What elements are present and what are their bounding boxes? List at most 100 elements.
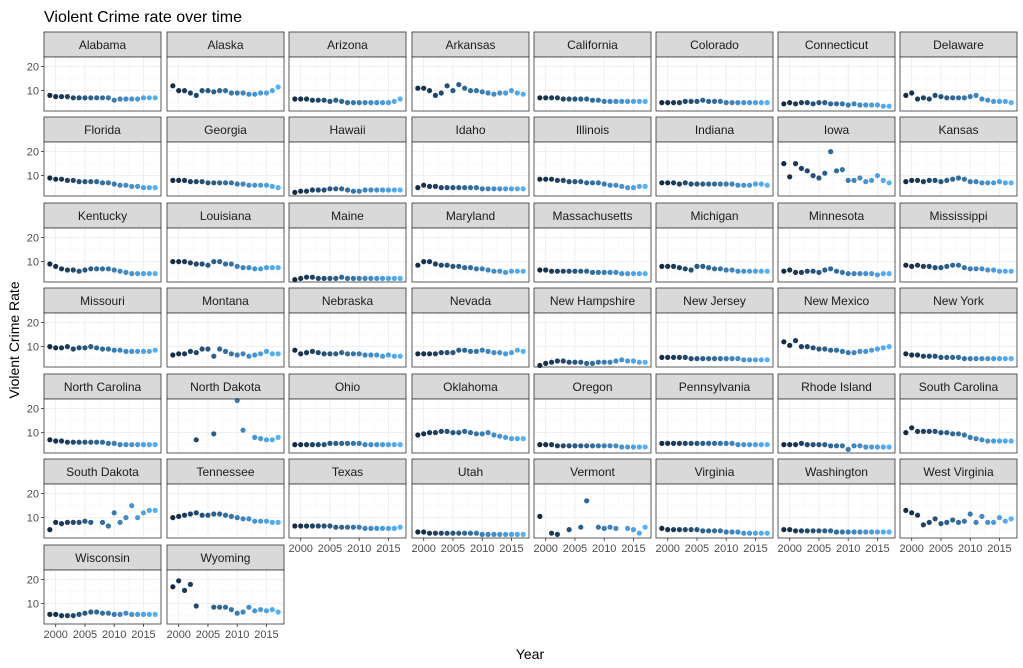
point-utah-2000 <box>421 529 427 535</box>
x-tick-label: 2010 <box>102 629 126 641</box>
gridlines <box>534 313 651 367</box>
point-nebraska-2012 <box>368 352 374 358</box>
point-idaho-2004 <box>444 185 450 191</box>
point-rhode-island-2004 <box>810 442 816 448</box>
points-minnesota <box>781 266 892 278</box>
y-tick-label: 20 <box>27 147 39 159</box>
strip-washington <box>777 458 896 485</box>
point-nevada-2012 <box>491 350 497 356</box>
point-new-jersey-2011 <box>729 356 735 362</box>
point-missouri-1999 <box>47 344 53 350</box>
point-massachusetts-2005 <box>572 268 578 274</box>
point-new-mexico-1999 <box>781 339 787 345</box>
point-tennessee-2006 <box>211 511 217 517</box>
point-maine-2013 <box>374 275 380 281</box>
point-mississippi-2015 <box>996 268 1003 274</box>
point-rhode-island-2013 <box>863 444 869 450</box>
point-california-2005 <box>572 96 578 102</box>
point-pennsylvania-1999 <box>659 440 665 446</box>
point-kentucky-2008 <box>99 266 106 272</box>
point-south-carolina-2015 <box>996 438 1003 444</box>
panel-border <box>288 56 407 112</box>
point-alabama-2003 <box>70 95 76 101</box>
strip-label-pennsylvania: Pennsylvania <box>679 380 751 394</box>
strip-label-maine: Maine <box>331 209 364 223</box>
point-arkansas-2010 <box>479 89 485 95</box>
point-utah-2001 <box>426 530 433 536</box>
point-montana-2010 <box>234 352 240 358</box>
panel-border <box>899 227 1018 283</box>
panel-california: California <box>533 31 652 112</box>
point-nevada-2010 <box>479 347 485 353</box>
panel-background <box>167 484 284 538</box>
point-maryland-2012 <box>491 268 497 274</box>
point-arizona-2006 <box>333 97 339 103</box>
point-kentucky-2017 <box>152 271 158 277</box>
strip-label-north-dakota: North Dakota <box>190 380 261 394</box>
points-idaho <box>415 182 526 192</box>
point-louisiana-2000 <box>176 259 182 265</box>
point-maine-2014 <box>380 275 386 281</box>
point-kansas-2002 <box>920 179 927 185</box>
point-california-2010 <box>601 98 607 104</box>
strip-new-mexico <box>777 287 896 314</box>
point-oregon-2007 <box>584 443 590 449</box>
point-connecticut-2009 <box>839 101 845 107</box>
strip-label-connecticut: Connecticut <box>805 38 869 52</box>
point-minnesota-2011 <box>851 271 857 277</box>
point-oregon-2008 <box>589 443 596 449</box>
point-texas-2000 <box>298 523 304 529</box>
point-connecticut-2012 <box>857 102 863 108</box>
panel-border <box>43 312 162 368</box>
panel-background <box>412 57 529 111</box>
x-axis-title: Year <box>516 646 545 662</box>
point-arkansas-2005 <box>450 88 456 94</box>
point-new-mexico-2012 <box>857 348 863 354</box>
point-nevada-2007 <box>462 347 468 353</box>
point-montana-2014 <box>258 351 264 357</box>
panel-background <box>167 313 284 367</box>
point-tennessee-2013 <box>252 518 258 524</box>
strip-kentucky <box>43 202 162 229</box>
point-kansas-2013 <box>985 180 991 186</box>
panel-border <box>43 141 162 197</box>
point-mississippi-2002 <box>920 263 927 269</box>
point-new-mexico-2007 <box>828 347 834 353</box>
point-north-carolina-2003 <box>70 439 76 445</box>
point-utah-2007 <box>462 530 468 536</box>
point-illinois-1999 <box>537 176 543 182</box>
point-minnesota-2003 <box>804 268 810 274</box>
points-new-hampshire <box>537 357 648 369</box>
point-utah-2013 <box>497 531 503 538</box>
point-arizona-2005 <box>327 98 333 104</box>
point-south-carolina-2004 <box>932 428 938 434</box>
point-nebraska-1999 <box>292 347 298 353</box>
point-rhode-island-2009 <box>839 443 845 449</box>
point-ohio-1999 <box>292 442 298 448</box>
points-alabama <box>47 92 158 103</box>
panel-kansas: Kansas <box>899 116 1018 197</box>
x-tick-label: 2005 <box>196 629 220 641</box>
point-colorado-2005 <box>694 98 700 104</box>
point-maine-2006 <box>333 275 339 281</box>
panel-hawaii: Hawaii <box>288 116 407 197</box>
point-montana-2001 <box>181 351 188 357</box>
point-arkansas-2008 <box>467 88 474 94</box>
point-rhode-island-2005 <box>816 442 822 448</box>
points-south-dakota <box>47 503 158 533</box>
panel-background <box>900 142 1017 196</box>
point-massachusetts-2004 <box>566 268 572 274</box>
point-kansas-2001 <box>914 177 921 183</box>
points-nevada <box>415 347 526 357</box>
panel-border <box>655 398 774 454</box>
strip-label-illinois: Illinois <box>576 123 609 137</box>
panel-colorado: Colorado <box>655 31 774 112</box>
point-wisconsin-1999 <box>47 611 53 618</box>
panel-background <box>900 228 1017 282</box>
point-ohio-2010 <box>356 440 362 446</box>
point-connecticut-2013 <box>863 102 869 108</box>
point-oklahoma-2000 <box>421 431 427 437</box>
point-maryland-2006 <box>456 263 462 269</box>
point-michigan-2015 <box>752 268 759 274</box>
point-washington-2002 <box>798 528 805 534</box>
